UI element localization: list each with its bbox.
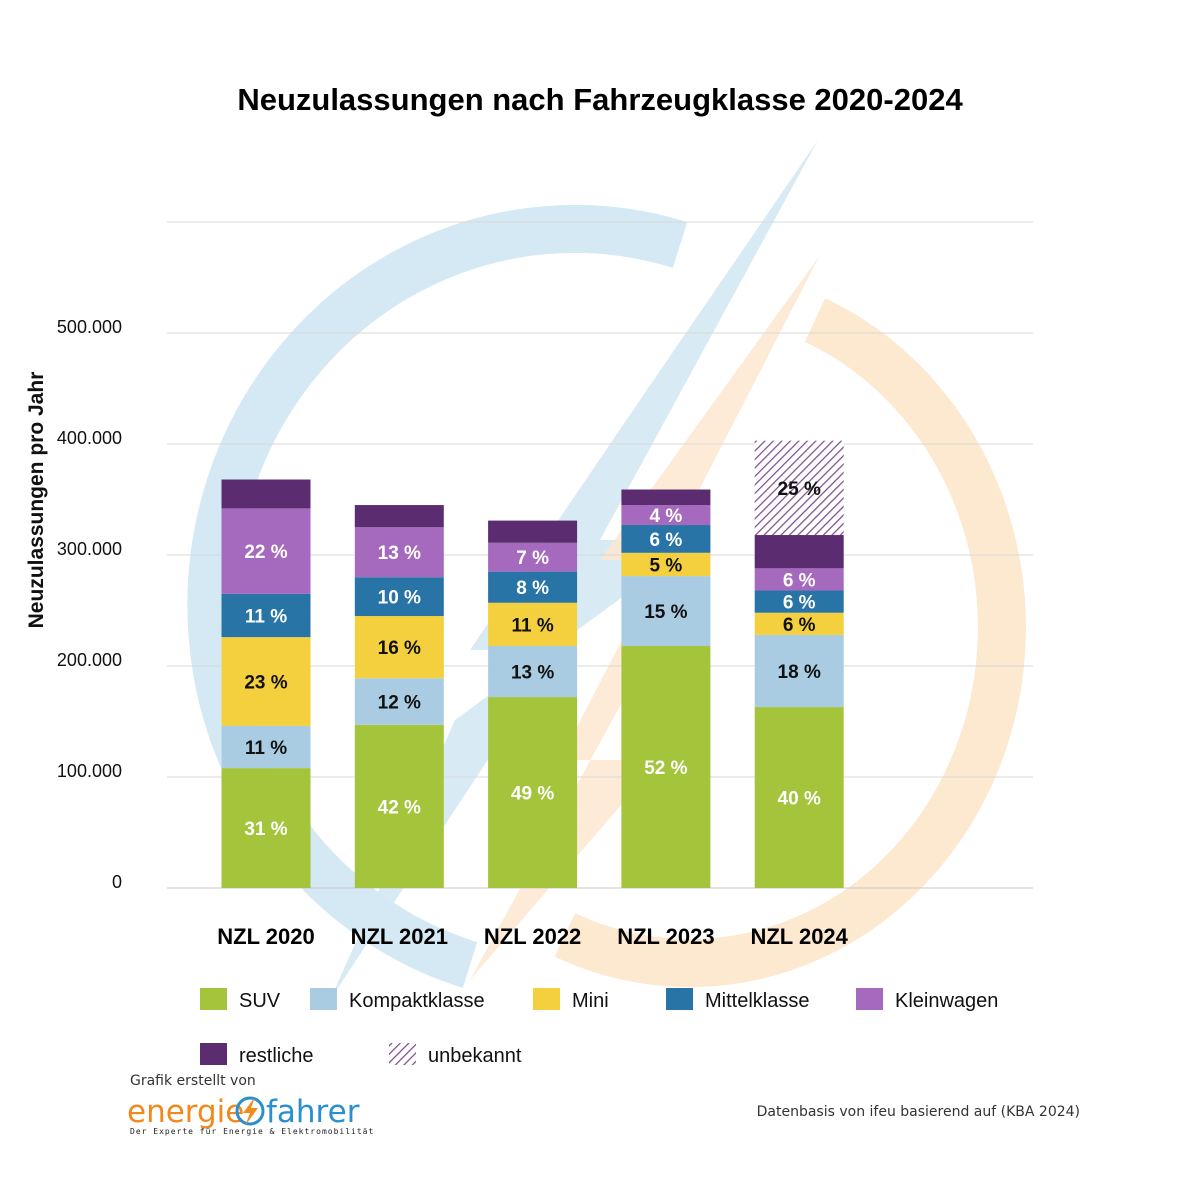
legend-swatch-restliche [200, 1043, 227, 1065]
bar-value-label: 7 % [516, 548, 549, 569]
bar-segment-suv [621, 646, 711, 888]
bar-value-label: 42 % [378, 797, 421, 818]
x-tick-label: NZL 2023 [617, 924, 714, 949]
bar-segment-kleinwagen [488, 542, 578, 572]
bar-segment-restliche [221, 479, 311, 509]
bar-segment-mini [354, 616, 444, 679]
y-axis-ticks: 0 100.000 200.000 300.000 400.000 500.000 [57, 317, 122, 892]
y-tick-label: 0 [112, 872, 122, 892]
bar-segment-suv [754, 707, 844, 888]
legend-swatch-unbekannt [389, 1043, 416, 1065]
bar-value-label: 11 % [245, 606, 287, 627]
x-tick-label: NZL 2022 [484, 924, 581, 949]
bar-segment-restliche [354, 505, 444, 528]
bar-value-label: 23 % [244, 673, 287, 694]
logo-text-fahrer: fahrer [266, 1094, 360, 1130]
y-tick-label: 200.000 [57, 650, 122, 670]
bar-value-label: 11 % [511, 615, 553, 636]
watermark-logo [187, 140, 1027, 1000]
bar-value-label: 6 % [783, 593, 816, 614]
legend-label: Mini [572, 990, 609, 1012]
bar-segment-kompaktklasse [221, 725, 311, 769]
bar-value-label: 4 % [650, 506, 683, 527]
bar-value-label: 5 % [650, 555, 683, 576]
bar-segment-mini [754, 612, 844, 635]
bar-value-label: 13 % [378, 543, 421, 564]
bar-value-label: 6 % [783, 615, 816, 636]
bar-value-label: 11 % [245, 738, 287, 759]
bar-value-label: 49 % [511, 784, 554, 805]
bar-segment-mini [221, 637, 311, 726]
lightning-icon [235, 1096, 265, 1126]
bar-segment-mittelklasse [354, 577, 444, 617]
logo-text-energie: energie [127, 1094, 244, 1130]
credit-block: Grafik erstellt von energie fahrer Der E… [127, 1073, 1080, 1136]
bar-segment-suv [354, 724, 444, 888]
legend-label: unbekannt [428, 1045, 522, 1067]
x-axis-ticks: NZL 2020 NZL 2021 NZL 2022 NZL 2023 NZL 2024 [217, 924, 848, 949]
bar-value-label: 6 % [783, 570, 816, 591]
bar-segment-mini [621, 552, 711, 577]
legend-swatch-kleinwagen [856, 988, 883, 1010]
bars [221, 440, 844, 888]
bar-value-label: 52 % [644, 758, 687, 779]
bar-value-label: 18 % [778, 662, 821, 683]
bar-segment-kleinwagen [354, 527, 444, 578]
bar-segment-mittelklasse [621, 525, 711, 553]
gridlines [167, 221, 1033, 889]
y-tick-label: 500.000 [57, 317, 122, 337]
credit-made-by: Grafik erstellt von [130, 1073, 256, 1089]
bar-value-label: 40 % [778, 789, 821, 810]
legend-label: Kompaktklasse [349, 990, 485, 1012]
bar-value-label: 6 % [650, 530, 683, 551]
legend-swatch-suv [200, 988, 227, 1010]
bar-segment-kompaktklasse [354, 678, 444, 725]
bar-segment-kompaktklasse [754, 634, 844, 708]
segment-labels: 31 % 11 % 23 % 11 % 22 % 42 % 12 % 16 % 10 % 13 %… [244, 479, 821, 840]
bar-segment-mittelklasse [754, 590, 844, 613]
legend-label: Mittelklasse [705, 990, 809, 1012]
bar-value-label: 12 % [378, 693, 421, 714]
bar-value-label: 22 % [244, 542, 287, 563]
bar-value-label: 15 % [644, 602, 687, 623]
bar-segment-kleinwagen [221, 508, 311, 594]
bar-segment-kompaktklasse [488, 646, 578, 698]
x-tick-label: NZL 2020 [217, 924, 314, 949]
bar-segment-suv [221, 768, 311, 888]
x-tick-label: NZL 2024 [750, 924, 848, 949]
y-axis-label: Neuzulassungen pro Jahr [25, 372, 48, 629]
bar-segment-restliche [754, 535, 844, 569]
bar-segment-mittelklasse [488, 571, 578, 603]
data-source: Datenbasis von ifeu basierend auf (KBA 2… [757, 1104, 1080, 1120]
legend-swatch-mittelklasse [666, 988, 693, 1010]
bar-segment-mini [488, 602, 578, 647]
bar-value-label: 16 % [378, 638, 421, 659]
y-tick-label: 300.000 [57, 539, 122, 559]
bar-value-label: 25 % [778, 479, 821, 500]
bar-segment-kompaktklasse [621, 576, 711, 647]
bar-value-label: 31 % [244, 819, 287, 840]
bar-value-label: 10 % [378, 588, 421, 609]
bar-value-label: 13 % [511, 663, 554, 684]
bar-segment-unbekannt [754, 440, 844, 536]
legend-label: SUV [239, 990, 281, 1012]
y-tick-label: 400.000 [57, 428, 122, 448]
bar-value-label: 8 % [516, 578, 549, 599]
bar-segment-restliche [488, 520, 578, 543]
legend-label: restliche [239, 1045, 313, 1067]
y-tick-label: 100.000 [57, 761, 122, 781]
bar-segment-kleinwagen [754, 568, 844, 591]
legend-swatch-kompaktklasse [310, 988, 337, 1010]
bar-segment-suv [488, 697, 578, 888]
legend-label: Kleinwagen [895, 990, 998, 1012]
bar-segment-restliche [621, 489, 711, 506]
legend-swatch-mini [533, 988, 560, 1010]
chart-title: Neuzulassungen nach Fahrzeugklasse 2020-… [237, 82, 963, 117]
x-tick-label: NZL 2021 [351, 924, 448, 949]
logo-tagline: Der Experte für Energie & Elektromobilit… [130, 1127, 374, 1136]
bar-segment-mittelklasse [221, 593, 311, 638]
legend: SUV Kompaktklasse Mini Mittelklasse Kleinwag… [200, 988, 998, 1067]
bar-segment-kleinwagen [621, 505, 711, 526]
